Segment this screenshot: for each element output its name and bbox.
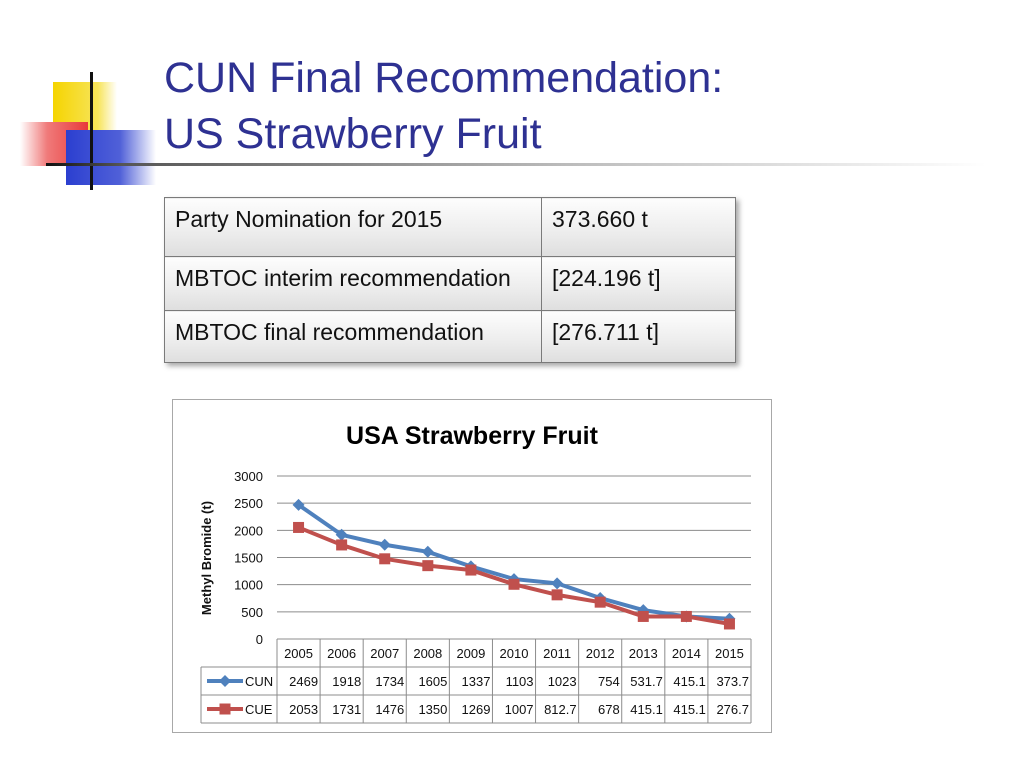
data-label: 1007 [505, 702, 534, 717]
data-label: 1731 [332, 702, 361, 717]
x-tick-label: 2007 [370, 646, 399, 661]
row-value: [224.196 t] [541, 256, 736, 311]
x-tick-label: 2010 [500, 646, 529, 661]
data-label: 415.1 [630, 702, 663, 717]
data-label: 1918 [332, 674, 361, 689]
slide-title: CUN Final Recommendation: US Strawberry … [164, 50, 723, 162]
y-axis-label: Methyl Bromide (t) [199, 501, 214, 615]
data-label: 678 [598, 702, 620, 717]
data-label: 1605 [418, 674, 447, 689]
table-row: MBTOC interim recommendation [224.196 t] [164, 256, 736, 311]
row-value: 373.660 t [541, 197, 736, 257]
data-point-cun [551, 577, 564, 590]
table-row: Party Nomination for 2015 373.660 t [164, 197, 736, 257]
data-point-cue [723, 618, 735, 630]
legend-series-name: CUE [245, 702, 273, 717]
x-tick-label: 2015 [715, 646, 744, 661]
y-tick-label: 1000 [234, 578, 263, 593]
data-label: 812.7 [544, 702, 577, 717]
y-tick-label: 3000 [234, 469, 263, 484]
data-label: 1337 [462, 674, 491, 689]
x-tick-label: 2009 [456, 646, 485, 661]
data-point-cue [336, 539, 348, 551]
x-tick-label: 2013 [629, 646, 658, 661]
data-point-cue [379, 553, 391, 565]
slide-title-line1: CUN Final Recommendation: [164, 54, 724, 102]
legend-series-name: CUN [245, 674, 273, 689]
data-point-cue [293, 521, 305, 533]
row-value: [276.711 t] [541, 310, 736, 363]
chart-title: USA Strawberry Fruit [346, 422, 599, 450]
logo-vertical-line [90, 72, 93, 190]
data-label: 373.7 [716, 674, 749, 689]
x-tick-label: 2008 [413, 646, 442, 661]
data-point-cue [637, 610, 649, 622]
data-point-cue [680, 610, 692, 622]
data-label: 415.1 [673, 702, 706, 717]
data-point-cue [422, 560, 434, 572]
x-tick-label: 2006 [327, 646, 356, 661]
slide-logo [18, 70, 986, 190]
x-tick-label: 2014 [672, 646, 701, 661]
recommendation-table: Party Nomination for 2015 373.660 t MBTO… [164, 197, 736, 363]
row-label: Party Nomination for 2015 [164, 197, 542, 257]
x-tick-label: 2005 [284, 646, 313, 661]
data-point-cue [465, 564, 477, 576]
data-label: 754 [598, 674, 620, 689]
y-tick-label: 2000 [234, 523, 263, 538]
data-label: 276.7 [716, 702, 749, 717]
data-point-cun [378, 538, 391, 551]
chart-canvas: USA Strawberry Fruit Methyl Bromide (t) … [199, 422, 752, 724]
y-tick-label: 2500 [234, 496, 263, 511]
data-label: 1476 [375, 702, 404, 717]
x-tick-label: 2011 [543, 646, 571, 661]
data-label: 1269 [462, 702, 491, 717]
data-point-cue [551, 589, 563, 601]
row-label: MBTOC interim recommendation [164, 256, 542, 311]
row-label: MBTOC final recommendation [164, 310, 542, 363]
data-label: 1734 [375, 674, 404, 689]
series-line-cun [297, 503, 730, 621]
data-label: 1103 [506, 674, 534, 689]
data-label: 2469 [289, 674, 318, 689]
table-row: MBTOC final recommendation [276.711 t] [164, 310, 736, 363]
data-point-cue [508, 578, 520, 590]
y-tick-label: 500 [241, 605, 263, 620]
data-label: 415.1 [673, 674, 706, 689]
x-tick-label: 2012 [586, 646, 615, 661]
line-chart: USA Strawberry Fruit Methyl Bromide (t) … [172, 399, 772, 733]
data-point-cun [292, 498, 305, 511]
data-label: 1023 [548, 674, 577, 689]
data-label: 531.7 [630, 674, 663, 689]
data-point-cun [421, 545, 434, 558]
y-tick-label: 1500 [234, 551, 263, 566]
legend-key-marker [219, 675, 231, 687]
title-underline [46, 163, 986, 166]
slide-title-line2: US Strawberry Fruit [164, 110, 542, 158]
logo-blue-square [66, 130, 156, 185]
data-point-cun [335, 528, 348, 541]
data-point-cue [594, 596, 606, 608]
data-label: 2053 [289, 702, 318, 717]
legend-key-marker [219, 703, 231, 715]
data-label: 1350 [418, 702, 447, 717]
y-tick-label: 0 [256, 632, 263, 647]
